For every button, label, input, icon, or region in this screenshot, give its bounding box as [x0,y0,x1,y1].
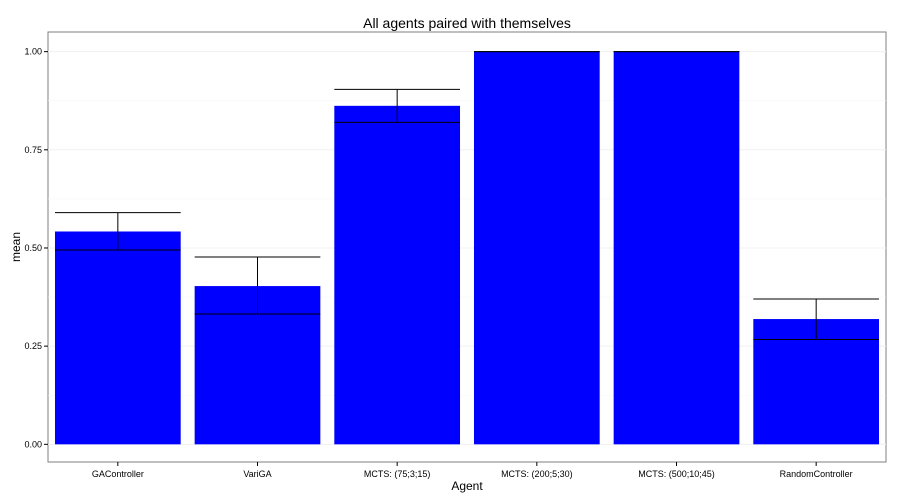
plot-panel [47,31,887,463]
y-tick-label: 0.25 [24,341,42,351]
error-bar [334,88,461,123]
y-axis-title: mean [9,232,23,262]
bar [613,51,740,445]
chart-title: All agents paired with themselves [363,15,571,31]
y-tick-label: 0.00 [24,439,42,449]
x-axis: GAController VariGA MCTS: (75;3;15) MCTS: (… [92,462,853,479]
bar [334,105,461,445]
x-tick-label: MCTS: (200;5;30) [501,469,573,479]
error-bar [194,256,321,315]
bar [473,51,600,445]
y-axis: 0.00 0.25 0.50 0.75 1.00 [24,47,48,449]
error-bars [54,51,880,340]
x-tick-label: GAController [92,469,144,479]
x-tick-label: MCTS: (75;3;15) [364,469,431,479]
error-bar [753,298,880,340]
y-tick-label: 0.75 [24,145,42,155]
x-tick-label: MCTS: (500;10;45) [638,469,715,479]
error-bar [54,212,181,251]
y-tick-label: 0.50 [24,243,42,253]
x-tick-label: VariGA [243,469,271,479]
bar [54,231,181,445]
gridlines [48,51,886,445]
x-tick-label: RandomController [780,469,853,479]
x-axis-title: Agent [451,479,483,493]
y-tick-label: 1.00 [24,47,42,57]
